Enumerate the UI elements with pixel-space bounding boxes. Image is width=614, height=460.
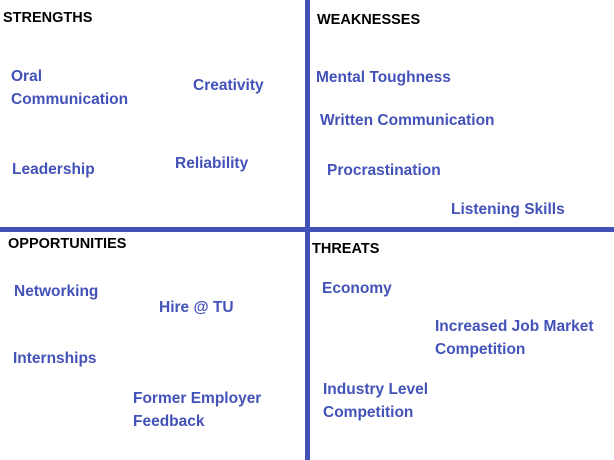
- opportunity-item: Internships: [13, 350, 97, 367]
- opportunity-item: Hire @ TU: [159, 299, 234, 316]
- strength-item: Leadership: [12, 161, 95, 178]
- opportunity-item: Networking: [14, 283, 99, 300]
- threat-item: Industry Level Competition: [323, 381, 429, 421]
- weaknesses-heading: WEAKNESSES: [317, 12, 421, 28]
- weakness-item: Listening Skills: [451, 201, 565, 218]
- threats-heading: THREATS: [312, 241, 380, 257]
- opportunity-item: Former Employer Feedback: [133, 390, 262, 430]
- weakness-item: Mental Toughness: [316, 69, 451, 86]
- opportunities-heading: OPPORTUNITIES: [8, 236, 127, 252]
- strength-item: Oral Communication: [11, 68, 129, 108]
- weakness-item: Written Communication: [320, 112, 495, 129]
- threat-item: Economy: [322, 280, 392, 297]
- threat-item: Increased Job Market Competition: [435, 318, 594, 358]
- strengths-heading: STRENGTHS: [3, 10, 93, 26]
- strength-item: Creativity: [193, 77, 264, 94]
- weakness-item: Procrastination: [327, 162, 441, 179]
- horizontal-divider: [0, 227, 614, 232]
- strength-item: Reliability: [175, 155, 249, 172]
